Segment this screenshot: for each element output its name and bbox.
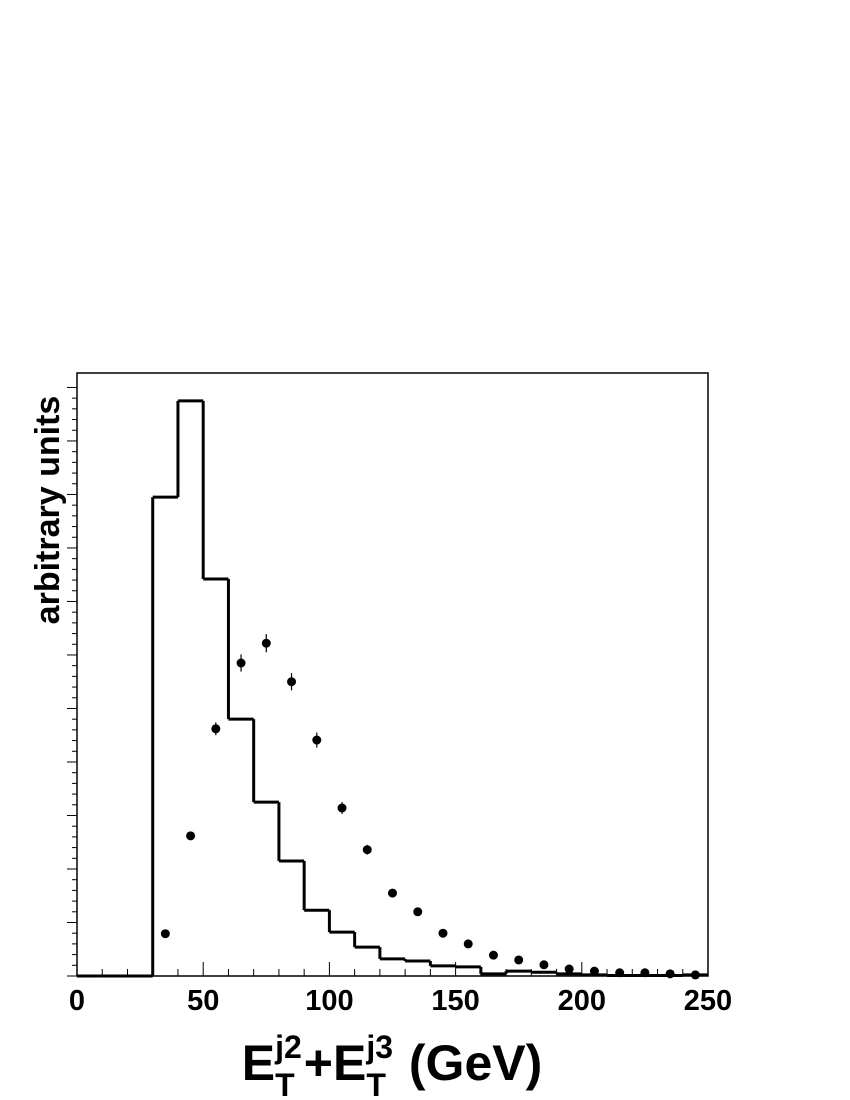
x-axis-label-sub: T — [275, 1067, 295, 1100]
data-point — [665, 969, 675, 979]
x-tick-label: 50 — [187, 985, 219, 1017]
data-point — [337, 803, 347, 813]
x-axis-label: E — [242, 1035, 275, 1091]
data-point — [488, 950, 498, 960]
data-point — [438, 928, 448, 938]
data-point — [186, 831, 196, 841]
data-point — [312, 735, 322, 745]
data-point — [539, 960, 549, 970]
plot-frame — [76, 372, 709, 977]
data-point — [564, 964, 574, 974]
x-tick-label: 250 — [684, 985, 732, 1017]
data-point — [640, 968, 650, 978]
data-point — [514, 955, 524, 965]
data-point — [236, 658, 246, 668]
x-axis-label-sub: T — [366, 1067, 386, 1100]
x-axis-label-sup: j2 — [274, 1029, 302, 1065]
x-tick-label: 0 — [69, 985, 85, 1017]
x-tick-label: 150 — [431, 985, 479, 1017]
x-tick-label: 200 — [558, 985, 606, 1017]
data-point — [211, 724, 221, 734]
data-point — [362, 845, 372, 855]
data-point — [261, 638, 271, 648]
data-point — [690, 970, 700, 980]
data-point — [589, 966, 599, 976]
x-axis-label: +E — [304, 1035, 367, 1091]
x-tick-label: 100 — [305, 985, 353, 1017]
data-point — [287, 677, 297, 687]
data-point — [388, 888, 397, 898]
x-axis-label-sup: j3 — [365, 1029, 393, 1065]
x-axis-label: (GeV) — [395, 1035, 542, 1091]
data-point — [160, 929, 170, 939]
data-point — [413, 907, 423, 917]
data-point — [615, 968, 625, 978]
y-axis-label: arbitrary units — [29, 396, 67, 625]
data-point — [463, 939, 473, 949]
